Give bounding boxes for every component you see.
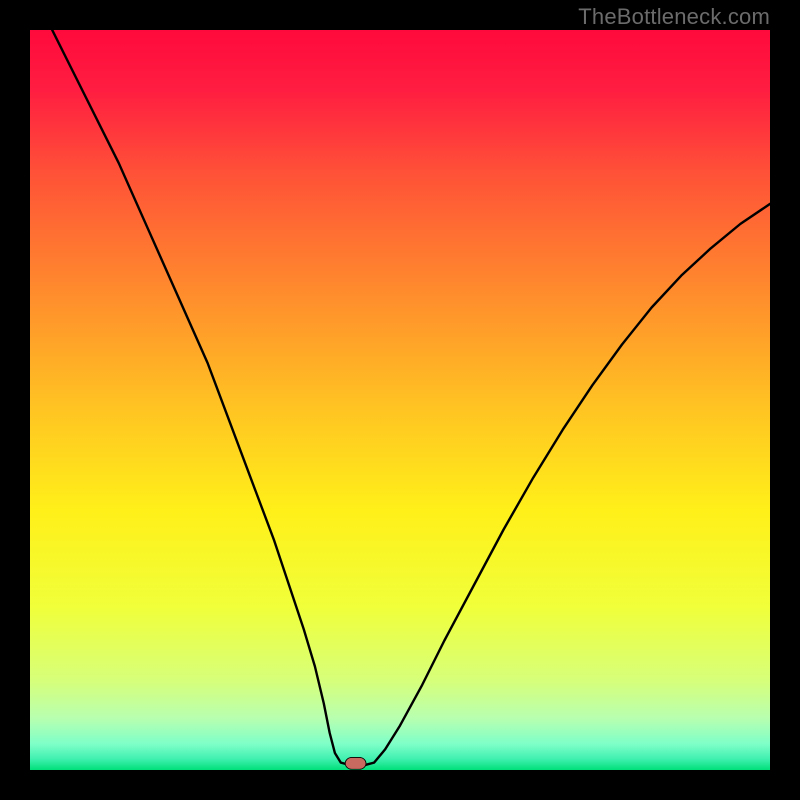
plot-area [30, 30, 770, 770]
bottleneck-curve [52, 30, 770, 766]
watermark: TheBottleneck.com [578, 4, 770, 30]
curve-layer [30, 30, 770, 770]
min-marker [345, 757, 366, 769]
